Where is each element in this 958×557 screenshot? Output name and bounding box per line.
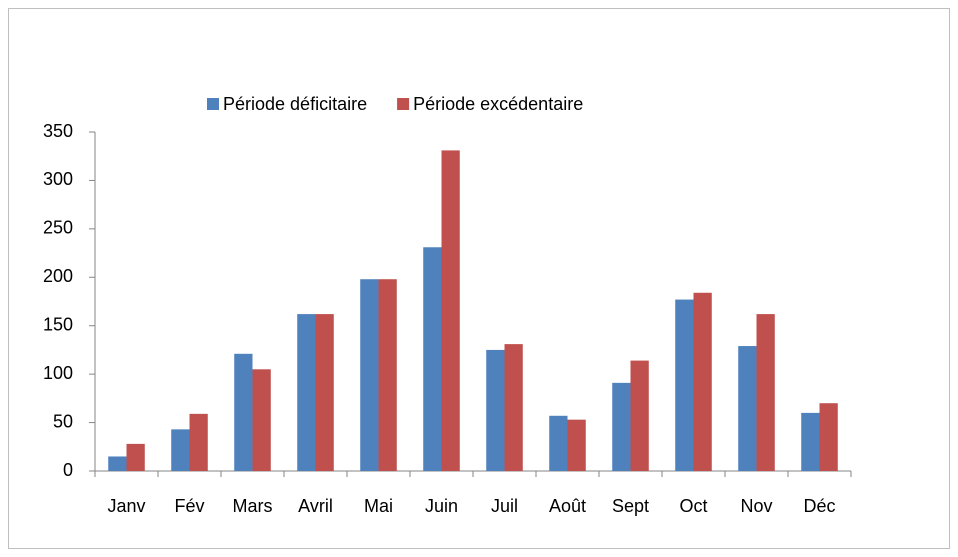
bar [630,360,649,471]
legend-swatch [207,98,219,110]
y-tick-label: 350 [43,121,73,141]
bar [504,344,523,471]
bar [801,412,820,471]
bar [126,443,145,471]
y-tick-label: 200 [43,266,73,286]
bar [252,369,271,471]
bar [108,456,127,471]
x-tick-label: Déc [803,496,835,516]
x-tick-label: Fév [174,496,204,516]
bar [612,382,631,471]
x-tick-label: Juin [425,496,458,516]
y-tick-label: 300 [43,169,73,189]
y-tick-label: 0 [63,460,73,480]
bar [441,150,460,471]
bar [819,403,838,471]
bar [315,314,334,471]
x-tick-label: Nov [740,496,772,516]
bar [756,314,775,471]
legend-label: Période déficitaire [223,94,367,114]
bar [378,279,397,471]
x-tick-label: Août [549,496,586,516]
bar [675,299,694,471]
chart-frame [8,8,950,549]
bar [360,279,379,471]
bar [567,419,586,471]
x-tick-label: Mai [364,496,393,516]
y-tick-label: 250 [43,218,73,238]
x-tick-label: Mars [233,496,273,516]
bar [693,292,712,471]
y-tick-label: 100 [43,363,73,383]
legend-swatch [397,98,410,110]
y-tick-label: 50 [53,411,73,431]
bar [486,349,505,471]
bar [738,346,757,471]
bar [189,413,208,471]
bar [549,415,568,471]
x-tick-label: Avril [298,496,333,516]
bar [423,247,442,471]
x-tick-label: Oct [679,496,707,516]
bar [234,353,253,471]
x-tick-label: Janv [107,496,145,516]
y-tick-label: 150 [43,314,73,334]
legend-label: Période excédentaire [413,94,583,114]
x-tick-label: Sept [612,496,649,516]
bar [297,314,316,471]
legend: Période déficitaire Période excédentaire [207,94,583,114]
bar [171,429,190,471]
x-tick-label: Juil [491,496,518,516]
